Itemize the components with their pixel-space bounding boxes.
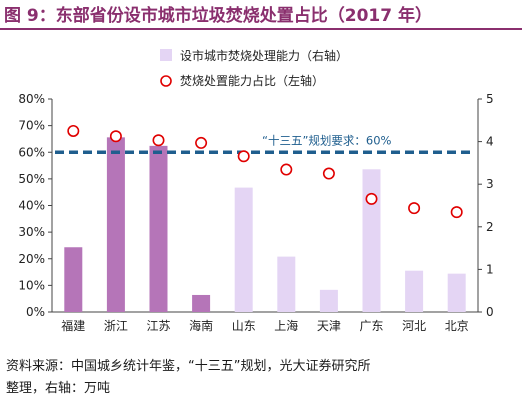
bar [447,273,466,312]
left-tick-label: 60% [18,145,45,159]
scatter-point [67,124,80,137]
category-label: 福建 [61,318,85,333]
legend-scatter-label: 焚烧处置能力占比（左轴） [180,73,324,88]
scatter-point [237,150,250,163]
bar [277,256,296,312]
right-tick-label: 2 [486,220,494,234]
right-tick-label: 5 [486,92,494,106]
category-label: 北京 [445,319,469,333]
category-label: 广东 [359,319,383,333]
right-tick-label: 0 [486,305,494,319]
left-tick-label: 0% [26,305,45,319]
category-label: 海南 [189,318,213,333]
scatter-point [109,130,122,143]
bar [405,270,424,312]
bar [149,145,168,312]
bar [64,247,83,312]
category-label: 上海 [274,318,298,333]
bar [106,137,125,312]
left-tick-label: 70% [18,119,45,133]
right-tick-label: 1 [486,262,494,276]
source-note: 资料来源：中国城乡统计年鉴，“十三五”规划，光大证券研究所 整理，右轴：万吨 [6,356,518,400]
category-label: 江苏 [146,319,170,333]
left-tick-label: 20% [18,252,45,266]
category-label: 河北 [402,319,426,333]
bar [234,187,253,312]
left-tick-label: 10% [18,278,45,292]
chart: 0% 10% 20% 30% 40% 50% 60% 70% 80% 0 1 2 3 4 5 “十三五”规划要… [18,48,494,333]
scatter-point [408,202,421,215]
scatter-point [322,167,335,180]
left-tick-label: 80% [18,92,45,106]
scatter-point [195,136,208,149]
left-tick-label: 40% [18,199,45,213]
left-tick-label: 30% [18,225,45,239]
scatter-point [450,206,463,219]
scatter-point [152,134,165,147]
reference-line-label: “十三五”规划要求：60% [262,133,392,147]
scatter-point [365,192,378,205]
bar [362,169,381,312]
category-label: 山东 [232,319,256,333]
bar [192,294,211,312]
source-line-2: 整理，右轴：万吨 [6,381,111,396]
legend-bar-swatch [160,49,172,61]
left-tick-label: 50% [18,172,45,186]
right-tick-label: 3 [486,177,494,191]
bar [319,289,338,312]
scatter-point [280,163,293,176]
figure-title: 图 9：东部省份设市城市垃圾焚烧处置占比（2017 年） [4,5,432,26]
title-divider [0,28,522,30]
title-row: 图 9：东部省份设市城市垃圾焚烧处置占比（2017 年） [4,0,518,26]
legend-scatter-swatch [160,75,172,87]
right-tick-label: 4 [486,135,494,149]
category-label: 天津 [317,319,341,333]
category-label: 浙江 [104,319,128,333]
source-line-1: 资料来源：中国城乡统计年鉴，“十三五”规划，光大证券研究所 [6,359,371,374]
legend-bar-label: 设市城市焚烧处理能力（右轴） [180,48,348,63]
